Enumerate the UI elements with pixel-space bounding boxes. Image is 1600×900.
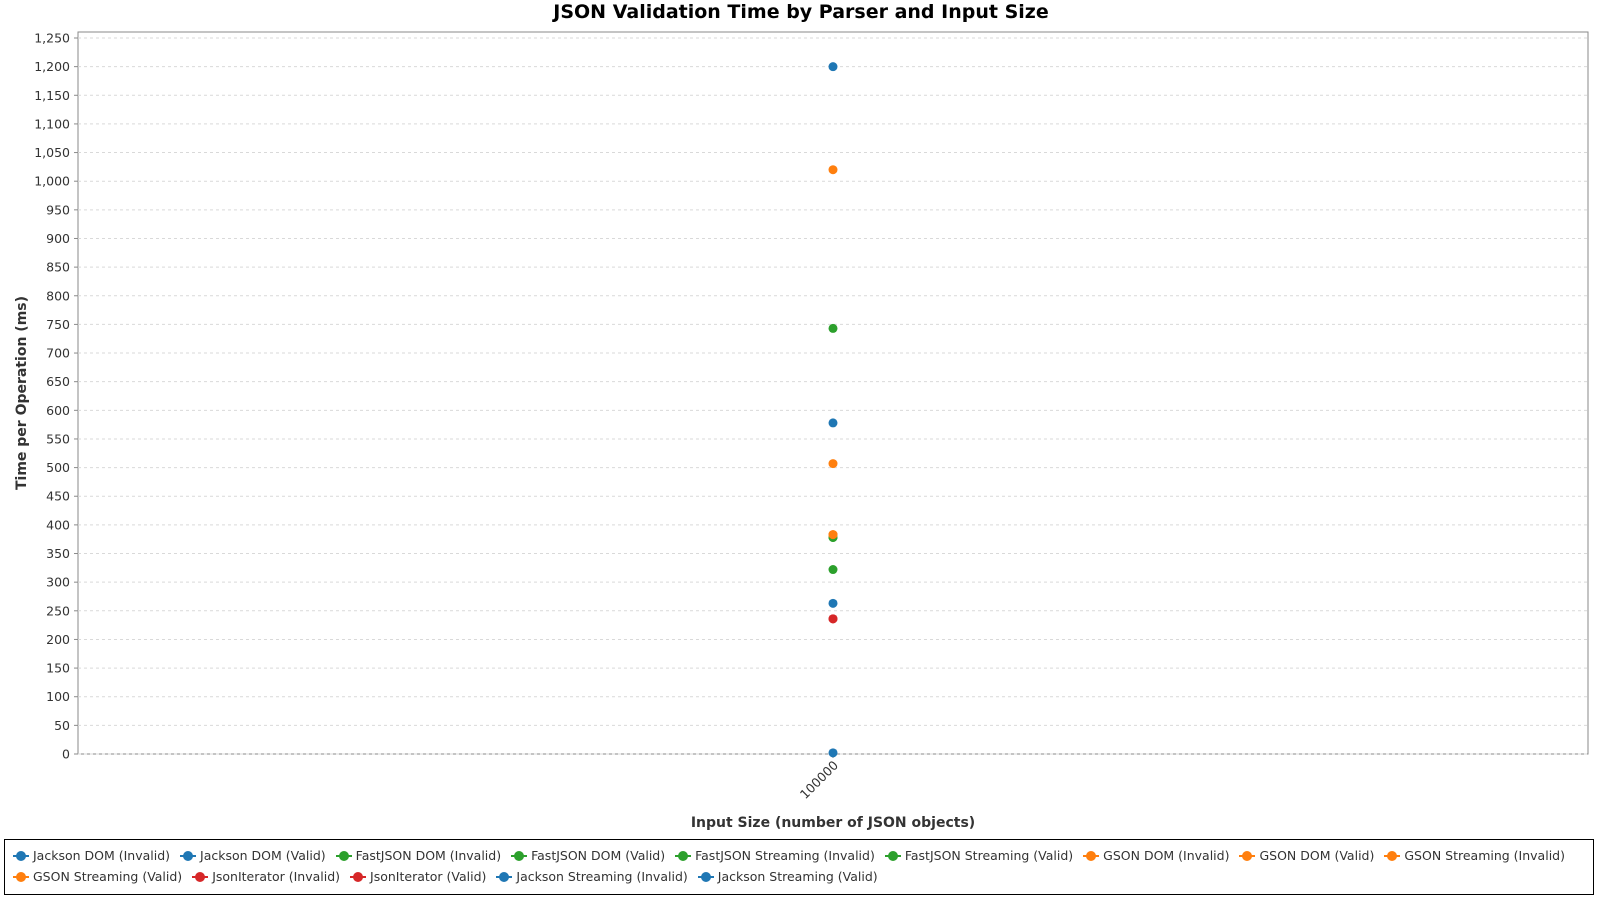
- y-tick-label: 1,150: [34, 88, 70, 103]
- legend-label: FastJSON Streaming (Invalid): [695, 848, 875, 863]
- x-axis-label: Input Size (number of JSON objects): [691, 815, 975, 831]
- legend-marker-icon: [1239, 850, 1256, 861]
- legend-label: GSON Streaming (Invalid): [1404, 848, 1565, 863]
- data-points: Jackson DOM (Invalid): 1200 Jackson DOM (…: [828, 62, 838, 758]
- data-point: FastJSON Streaming (Invalid): 322: [828, 565, 838, 575]
- legend-marker-icon: [192, 871, 209, 882]
- legend-label: FastJSON DOM (Valid): [531, 848, 666, 863]
- y-tick-label: 300: [46, 575, 70, 590]
- y-tick-label: 350: [46, 546, 70, 561]
- legend-marker-icon: [180, 850, 197, 861]
- legend-label: FastJSON DOM (Invalid): [355, 848, 502, 863]
- legend-label: Jackson DOM (Valid): [200, 848, 326, 863]
- legend-item: FastJSON Streaming (Valid): [884, 846, 1074, 865]
- legend-label: Jackson DOM (Invalid): [33, 848, 171, 863]
- legend-item: GSON Streaming (Valid): [13, 867, 182, 886]
- y-tick-label: 500: [46, 460, 70, 475]
- legend-item: Jackson Streaming (Invalid): [496, 867, 688, 886]
- y-tick-label: 700: [46, 346, 70, 361]
- data-point: JsonIterator (Valid): 236: [828, 614, 838, 624]
- y-tick-label: 550: [46, 431, 70, 446]
- legend-marker-icon: [496, 871, 513, 882]
- legend-item: JsonIterator (Invalid): [192, 867, 340, 886]
- legend-item: Jackson Streaming (Valid): [697, 867, 878, 886]
- legend-label: FastJSON Streaming (Valid): [904, 848, 1074, 863]
- y-tick-label: 1,000: [34, 174, 70, 189]
- x-axis-ticks: 100000: [797, 754, 841, 802]
- legend-item: FastJSON DOM (Invalid): [335, 846, 502, 865]
- chart-legend: Jackson DOM (Invalid) Jackson DOM (Valid)…: [4, 839, 1594, 895]
- legend-marker-icon: [1384, 850, 1401, 861]
- y-tick-label: 600: [46, 403, 70, 418]
- legend-marker-icon: [697, 871, 714, 882]
- y-tick-label: 800: [46, 288, 70, 303]
- legend-marker-icon: [884, 850, 901, 861]
- legend-item: FastJSON DOM (Valid): [511, 846, 665, 865]
- y-tick-label: 0: [62, 747, 70, 762]
- data-point: Jackson DOM (Valid): 578: [828, 418, 838, 428]
- y-tick-label: 750: [46, 317, 70, 332]
- y-tick-label: 950: [46, 202, 70, 217]
- legend-item: GSON DOM (Valid): [1239, 846, 1374, 865]
- legend-marker-icon: [13, 850, 29, 861]
- y-tick-label: 1,200: [34, 59, 70, 74]
- y-tick-label: 1,050: [34, 145, 70, 160]
- legend-item: Jackson DOM (Invalid): [13, 846, 170, 865]
- chart-title: JSON Validation Time by Parser and Input…: [551, 1, 1048, 23]
- data-point: GSON DOM (Invalid): 1020: [828, 165, 838, 175]
- legend-marker-icon: [13, 871, 29, 882]
- y-tick-label: 150: [46, 661, 70, 676]
- y-tick-label: 200: [46, 632, 70, 647]
- scatter-chart: JSON Validation Time by Parser and Input…: [14, 1, 1589, 831]
- legend-label: GSON DOM (Invalid): [1103, 848, 1230, 863]
- y-tick-label: 250: [46, 603, 70, 618]
- data-point: Jackson Streaming (Valid): 2: [828, 748, 838, 758]
- legend-marker-icon: [350, 871, 367, 882]
- legend-item: FastJSON Streaming (Invalid): [675, 846, 875, 865]
- data-point: GSON DOM (Valid): 507: [828, 459, 838, 469]
- y-tick-label: 400: [46, 517, 70, 532]
- plot-area: [77, 31, 1589, 755]
- y-tick-label: 900: [46, 231, 70, 246]
- y-axis-label: Time per Operation (ms): [14, 296, 30, 490]
- data-point: FastJSON DOM (Invalid): 743: [828, 323, 838, 333]
- legend-label: Jackson Streaming (Invalid): [516, 869, 688, 884]
- y-tick-label: 1,100: [34, 116, 70, 131]
- x-tick-label: 100000: [797, 757, 841, 801]
- legend-marker-icon: [675, 850, 692, 861]
- legend-item: GSON DOM (Invalid): [1083, 846, 1229, 865]
- legend-label: GSON Streaming (Valid): [33, 869, 183, 884]
- y-tick-label: 450: [46, 489, 70, 504]
- legend-label: Jackson Streaming (Valid): [717, 869, 878, 884]
- y-tick-label: 650: [46, 374, 70, 389]
- legend-marker-icon: [1083, 850, 1100, 861]
- y-tick-label: 50: [54, 718, 70, 733]
- data-point: Jackson DOM (Invalid): 1200: [828, 62, 838, 72]
- legend-marker-icon: [511, 850, 528, 861]
- legend-item: Jackson DOM (Valid): [180, 846, 326, 865]
- legend-label: JsonIterator (Invalid): [212, 869, 341, 884]
- y-tick-label: 850: [46, 260, 70, 275]
- legend-item: GSON Streaming (Invalid): [1384, 846, 1565, 865]
- data-point: Jackson Streaming (Invalid): 263: [828, 598, 838, 608]
- legend-marker-icon: [335, 850, 352, 861]
- legend-label: GSON DOM (Valid): [1259, 848, 1375, 863]
- y-axis-ticks: 0 50 100 150 200 250 300 350 400 450 500 550 600 650 7…: [34, 31, 78, 762]
- legend-item: JsonIterator (Valid): [350, 867, 486, 886]
- legend-label: JsonIterator (Valid): [370, 869, 487, 884]
- y-tick-label: 1,250: [34, 31, 70, 46]
- data-point: GSON Streaming (Valid): 383: [828, 530, 838, 540]
- y-tick-label: 100: [46, 689, 70, 704]
